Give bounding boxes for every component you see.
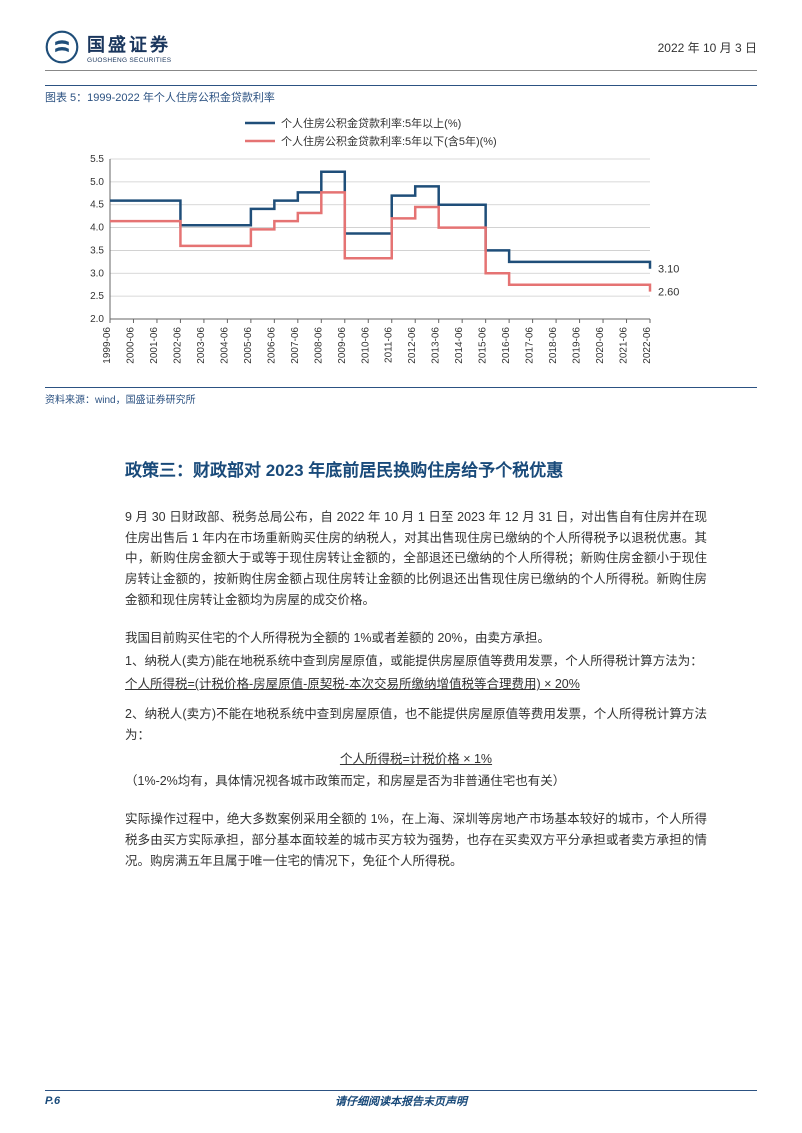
svg-text:2007-06: 2007-06 bbox=[290, 327, 301, 364]
svg-text:2018-06: 2018-06 bbox=[548, 327, 559, 364]
svg-text:2011-06: 2011-06 bbox=[384, 327, 395, 363]
section-heading: 政策三：财政部对 2023 年底前居民换购住房给予个税优惠 bbox=[125, 456, 757, 481]
paragraph-1: 9 月 30 日财政部、税务总局公布，自 2022 年 10 月 1 日至 20… bbox=[125, 507, 707, 610]
svg-text:个人住房公积金贷款利率:5年以上(%): 个人住房公积金贷款利率:5年以上(%) bbox=[281, 116, 461, 130]
svg-text:2021-06: 2021-06 bbox=[619, 327, 630, 364]
svg-text:2001-06: 2001-06 bbox=[149, 327, 160, 364]
svg-text:2020-06: 2020-06 bbox=[595, 327, 606, 364]
list-item-2: 2、纳税人(卖方)不能在地税系统中查到房屋原值，也不能提供房屋原值等费用发票，个… bbox=[125, 704, 707, 745]
svg-text:2009-06: 2009-06 bbox=[337, 327, 348, 364]
formula-1: 个人所得税=(计税价格-房屋原值-原契税-本次交易所缴纳增值税等合理费用) × … bbox=[125, 673, 707, 692]
paragraph-3: 实际操作过程中，绝大多数案例采用全额的 1%，在上海、深圳等房地产市场基本较好的… bbox=[125, 809, 707, 871]
svg-text:2006-06: 2006-06 bbox=[266, 327, 277, 364]
paragraph-2: 我国目前购买住宅的个人所得税为全额的 1%或者差额的 20%，由卖方承担。 bbox=[125, 628, 707, 649]
svg-text:2005-06: 2005-06 bbox=[243, 327, 254, 364]
svg-text:2015-06: 2015-06 bbox=[478, 327, 489, 364]
svg-text:3.10: 3.10 bbox=[658, 264, 679, 276]
svg-text:2013-06: 2013-06 bbox=[431, 327, 442, 364]
company-name-en: GUOSHENG SECURITIES bbox=[87, 57, 171, 64]
svg-text:3.5: 3.5 bbox=[90, 245, 104, 256]
svg-text:2.5: 2.5 bbox=[90, 291, 104, 302]
svg-text:5.0: 5.0 bbox=[90, 177, 104, 188]
report-date: 2022 年 10 月 3 日 bbox=[658, 39, 757, 56]
page-header: 国盛证券 GUOSHENG SECURITIES 2022 年 10 月 3 日 bbox=[45, 30, 757, 71]
svg-text:2002-06: 2002-06 bbox=[172, 327, 183, 364]
svg-text:2008-06: 2008-06 bbox=[313, 327, 324, 364]
svg-text:5.5: 5.5 bbox=[90, 154, 104, 165]
svg-text:2019-06: 2019-06 bbox=[572, 327, 583, 364]
chart-source: 资料来源：wind，国盛证券研究所 bbox=[45, 387, 757, 406]
svg-text:2017-06: 2017-06 bbox=[525, 327, 536, 364]
svg-text:2010-06: 2010-06 bbox=[360, 327, 371, 364]
svg-text:2.60: 2.60 bbox=[658, 287, 679, 299]
company-logo-icon bbox=[45, 30, 79, 64]
chart-title: 图表 5：1999-2022 年个人住房公积金贷款利率 bbox=[45, 85, 757, 105]
formula-note: （1%-2%均有，具体情况视各城市政策而定，和房屋是否为非普通住宅也有关） bbox=[125, 771, 707, 792]
svg-text:2014-06: 2014-06 bbox=[454, 327, 465, 364]
svg-text:2022-06: 2022-06 bbox=[642, 327, 653, 364]
line-chart: 2.0 2.5 3.0 3.5 4.0 4.5 5.0 5.5 1999-06 2000-06 20… bbox=[65, 111, 705, 381]
footer-disclaimer: 请仔细阅读本报告末页声明 bbox=[335, 1093, 467, 1109]
svg-text:3.0: 3.0 bbox=[90, 268, 104, 279]
page-footer: P.6 请仔细阅读本报告末页声明 bbox=[45, 1090, 757, 1107]
svg-text:4.0: 4.0 bbox=[90, 223, 104, 234]
svg-text:2003-06: 2003-06 bbox=[196, 327, 207, 364]
svg-text:2004-06: 2004-06 bbox=[219, 327, 230, 364]
svg-text:2012-06: 2012-06 bbox=[407, 327, 418, 364]
logo: 国盛证券 GUOSHENG SECURITIES bbox=[45, 30, 171, 64]
svg-text:1999-06: 1999-06 bbox=[102, 327, 113, 364]
svg-text:2016-06: 2016-06 bbox=[501, 327, 512, 364]
svg-text:2.0: 2.0 bbox=[90, 314, 104, 325]
formula-2: 个人所得税=计税价格 × 1% bbox=[125, 748, 707, 767]
company-name-cn: 国盛证券 bbox=[87, 31, 171, 57]
svg-text:2000-06: 2000-06 bbox=[125, 327, 136, 364]
svg-text:4.5: 4.5 bbox=[90, 200, 104, 211]
page-number: P.6 bbox=[45, 1095, 60, 1107]
svg-text:个人住房公积金贷款利率:5年以下(含5年)(%): 个人住房公积金贷款利率:5年以下(含5年)(%) bbox=[281, 134, 497, 148]
list-item-1: 1、纳税人(卖方)能在地税系统中查到房屋原值，或能提供房屋原值等费用发票，个人所… bbox=[125, 651, 707, 672]
